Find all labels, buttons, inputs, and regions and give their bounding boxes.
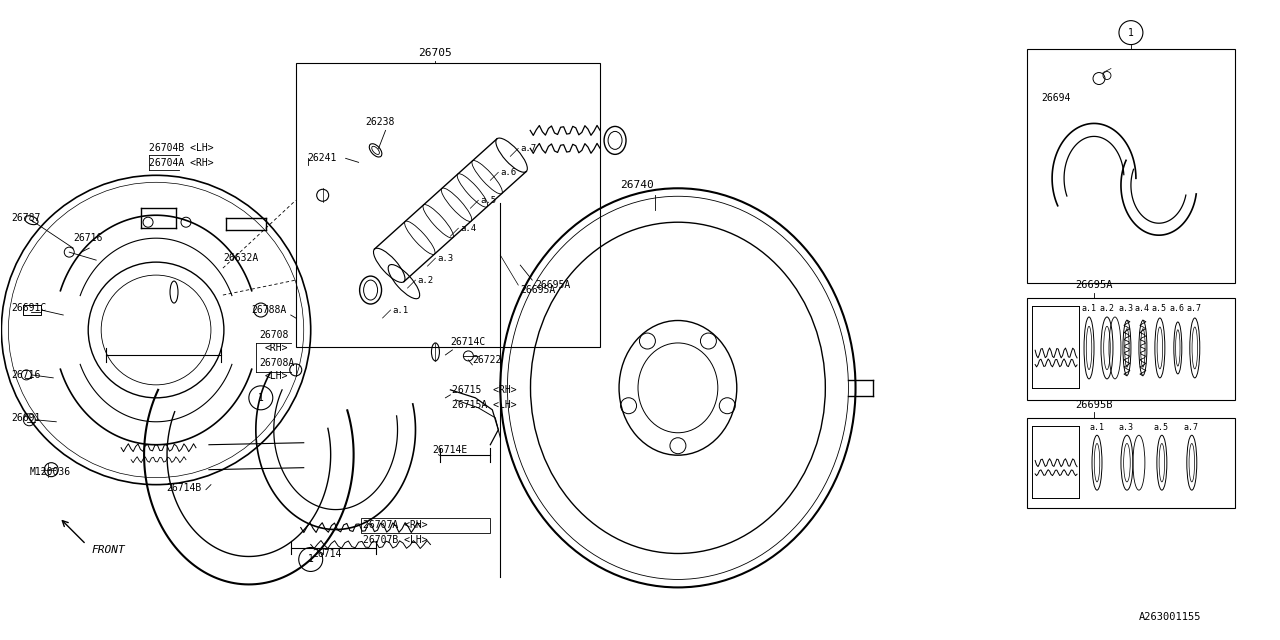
Text: a.7: a.7	[1187, 303, 1202, 312]
Text: 26707A <RH>: 26707A <RH>	[362, 520, 428, 529]
Text: a.3: a.3	[1119, 423, 1134, 432]
Bar	[296, 63, 600, 347]
Text: 26704A <RH>: 26704A <RH>	[148, 158, 214, 168]
Text: a.5: a.5	[1152, 303, 1167, 312]
Text: <LH>: <LH>	[265, 371, 288, 381]
Text: 26695A: 26695A	[1075, 280, 1112, 290]
Text: a.5: a.5	[480, 196, 497, 205]
Text: 26238: 26238	[366, 117, 396, 127]
Text: 26705: 26705	[419, 47, 452, 58]
Text: a.3: a.3	[438, 253, 453, 262]
Text: 26691: 26691	[12, 413, 41, 423]
Text: 26715  <RH>: 26715 <RH>	[452, 385, 517, 395]
Text: a.2: a.2	[1100, 303, 1114, 312]
Text: 26695B: 26695B	[1075, 400, 1112, 410]
Text: 26241: 26241	[307, 154, 337, 163]
Text: 26694: 26694	[1041, 93, 1070, 104]
Text: 26715A <LH>: 26715A <LH>	[452, 400, 517, 410]
Bar	[361, 518, 490, 532]
Text: a.7: a.7	[520, 144, 536, 153]
Text: a.1: a.1	[1082, 303, 1096, 312]
Bar	[1027, 418, 1235, 508]
Text: <RH>: <RH>	[265, 343, 288, 353]
Text: 26740: 26740	[620, 180, 654, 190]
Bar	[23, 305, 41, 315]
Text: M120036: M120036	[29, 467, 70, 477]
Text: a.4: a.4	[461, 224, 476, 233]
Text: a.7: a.7	[1184, 423, 1199, 432]
Text: 26695A: 26695A	[535, 280, 571, 290]
Text: 26716: 26716	[12, 370, 41, 380]
Text: FRONT: FRONT	[91, 545, 125, 554]
Text: 26691C: 26691C	[12, 303, 46, 313]
Text: a.5: a.5	[1153, 423, 1169, 432]
Text: a.6: a.6	[500, 168, 516, 177]
Bar	[1027, 49, 1235, 283]
Text: a.1: a.1	[1089, 423, 1105, 432]
Text: 1: 1	[257, 393, 264, 403]
Text: a.4: a.4	[1135, 303, 1149, 312]
Text: 26788A: 26788A	[251, 305, 287, 315]
Bar	[1027, 298, 1235, 400]
Text: A263001155: A263001155	[1139, 612, 1202, 622]
Text: 26714C: 26714C	[451, 337, 485, 347]
Text: a.2: a.2	[417, 276, 434, 285]
Text: 26708A: 26708A	[259, 358, 294, 368]
Text: 26707B <LH>: 26707B <LH>	[362, 534, 428, 545]
Text: a.6: a.6	[1170, 303, 1185, 312]
Text: 26714E: 26714E	[433, 445, 467, 454]
Text: 26787: 26787	[12, 213, 41, 223]
Text: 26714B: 26714B	[166, 483, 201, 493]
Text: a.1: a.1	[393, 305, 408, 314]
Text: 26722: 26722	[472, 355, 502, 365]
Text: 26714: 26714	[312, 550, 342, 559]
Text: a.3: a.3	[1119, 303, 1134, 312]
Text: 26704B <LH>: 26704B <LH>	[148, 143, 214, 154]
Text: 26708: 26708	[259, 330, 288, 340]
Text: 26695A: 26695A	[520, 285, 556, 295]
Text: 26632A: 26632A	[223, 253, 259, 263]
Text: 26716: 26716	[73, 233, 102, 243]
Text: 1: 1	[307, 554, 314, 564]
Text: 1: 1	[1128, 28, 1134, 38]
